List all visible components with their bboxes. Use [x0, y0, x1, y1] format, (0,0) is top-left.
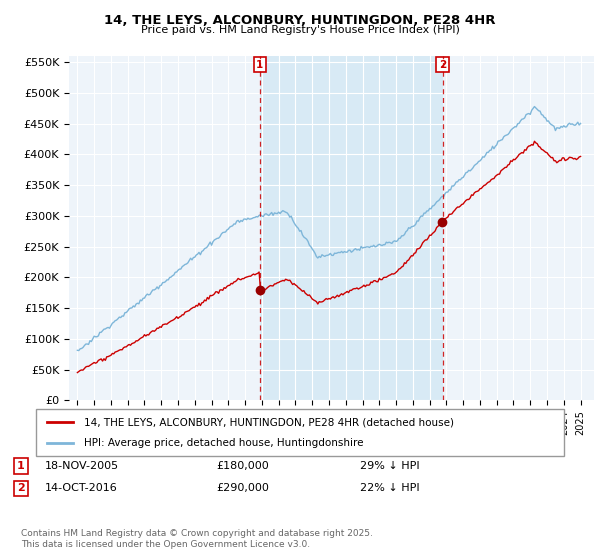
Text: 22% ↓ HPI: 22% ↓ HPI	[360, 483, 419, 493]
Text: 14-OCT-2016: 14-OCT-2016	[45, 483, 118, 493]
Text: £290,000: £290,000	[216, 483, 269, 493]
Text: HPI: Average price, detached house, Huntingdonshire: HPI: Average price, detached house, Hunt…	[83, 438, 363, 448]
Bar	[260, 56, 443, 400]
Text: 1: 1	[256, 59, 263, 69]
Text: 2: 2	[17, 483, 25, 493]
Text: 18-NOV-2005: 18-NOV-2005	[45, 461, 119, 471]
Text: £180,000: £180,000	[216, 461, 269, 471]
FancyBboxPatch shape	[36, 409, 564, 456]
Text: 1: 1	[17, 461, 25, 471]
Text: 29% ↓ HPI: 29% ↓ HPI	[360, 461, 419, 471]
Text: Price paid vs. HM Land Registry's House Price Index (HPI): Price paid vs. HM Land Registry's House …	[140, 25, 460, 35]
Text: 2: 2	[439, 59, 446, 69]
Text: 14, THE LEYS, ALCONBURY, HUNTINGDON, PE28 4HR: 14, THE LEYS, ALCONBURY, HUNTINGDON, PE2…	[104, 14, 496, 27]
Text: 14, THE LEYS, ALCONBURY, HUNTINGDON, PE28 4HR (detached house): 14, THE LEYS, ALCONBURY, HUNTINGDON, PE2…	[83, 417, 454, 427]
Text: Contains HM Land Registry data © Crown copyright and database right 2025.
This d: Contains HM Land Registry data © Crown c…	[21, 529, 373, 549]
